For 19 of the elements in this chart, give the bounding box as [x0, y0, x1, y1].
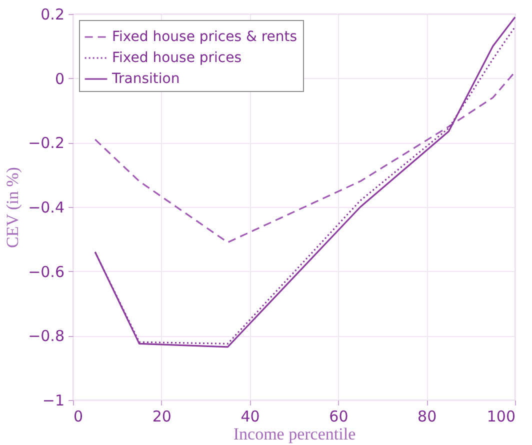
- x-tick-label: 40: [240, 408, 260, 426]
- y-tick-label: −1: [42, 392, 64, 410]
- y-tick-label: −0.2: [28, 134, 64, 152]
- x-tick-label: 80: [418, 408, 437, 426]
- x-tick-label: 0: [74, 408, 84, 426]
- x-axis-title: Income percentile: [233, 424, 356, 444]
- y-axis-title: CEV (in %): [3, 167, 22, 248]
- y-tick-label: 0: [54, 70, 64, 88]
- line-series: [94, 71, 516, 244]
- x-tick-label: 20: [152, 408, 172, 426]
- x-tick-label: 60: [329, 408, 348, 426]
- x-tick-label: 100: [486, 408, 516, 426]
- y-tick-label: −0.6: [28, 262, 64, 281]
- legend-label: Transition: [111, 71, 180, 87]
- legend-label: Fixed house prices & rents: [112, 29, 298, 45]
- y-tick-label: 0.2: [40, 6, 64, 24]
- y-tick-label: −0.8: [28, 327, 64, 346]
- y-tick-label: −0.4: [28, 198, 64, 216]
- legend-label: Fixed house prices: [112, 50, 242, 66]
